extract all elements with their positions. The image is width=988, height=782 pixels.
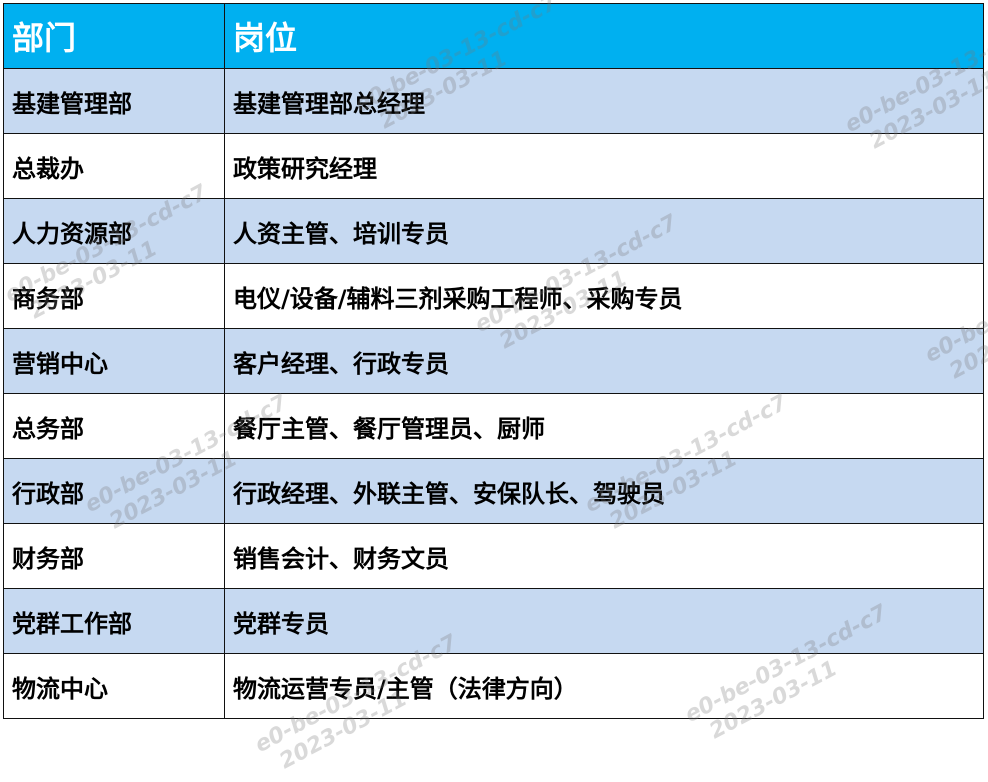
department-cell: 基建管理部: [3, 68, 225, 134]
positions-cell: 人资主管、培训专员: [224, 198, 984, 264]
positions-cell: 党群专员: [224, 588, 984, 654]
positions-cell: 销售会计、财务文员: [224, 523, 984, 589]
department-cell: 人力资源部: [3, 198, 225, 264]
department-cell: 财务部: [3, 523, 225, 589]
positions-cell: 物流运营专员/主管（法律方向）: [224, 653, 984, 719]
header-department: 部门: [3, 3, 225, 69]
department-cell: 总裁办: [3, 133, 225, 199]
department-cell: 总务部: [3, 393, 225, 459]
positions-cell: 行政经理、外联主管、安保队长、驾驶员: [224, 458, 984, 524]
table-row: 总裁办 政策研究经理: [3, 133, 984, 199]
table-row: 总务部 餐厅主管、餐厅管理员、厨师: [3, 393, 984, 459]
department-positions-table: 部门 岗位 基建管理部 基建管理部总经理 总裁办 政策研究经理 人力资源部 人资主管、培训…: [3, 3, 984, 719]
positions-cell: 基建管理部总经理: [224, 68, 984, 134]
header-position: 岗位: [224, 3, 984, 69]
department-cell: 行政部: [3, 458, 225, 524]
table-row: 行政部 行政经理、外联主管、安保队长、驾驶员: [3, 458, 984, 524]
table-row: 物流中心 物流运营专员/主管（法律方向）: [3, 653, 984, 719]
department-cell: 营销中心: [3, 328, 225, 394]
table-row: 基建管理部 基建管理部总经理: [3, 68, 984, 134]
department-cell: 商务部: [3, 263, 225, 329]
table-row: 营销中心 客户经理、行政专员: [3, 328, 984, 394]
positions-cell: 客户经理、行政专员: [224, 328, 984, 394]
table-row: 党群工作部 党群专员: [3, 588, 984, 654]
table-header-row: 部门 岗位: [3, 3, 984, 69]
positions-cell: 电仪/设备/辅料三剂采购工程师、采购专员: [224, 263, 984, 329]
positions-cell: 餐厅主管、餐厅管理员、厨师: [224, 393, 984, 459]
department-cell: 党群工作部: [3, 588, 225, 654]
table-row: 财务部 销售会计、财务文员: [3, 523, 984, 589]
table-row: 商务部 电仪/设备/辅料三剂采购工程师、采购专员: [3, 263, 984, 329]
positions-cell: 政策研究经理: [224, 133, 984, 199]
table-row: 人力资源部 人资主管、培训专员: [3, 198, 984, 264]
department-cell: 物流中心: [3, 653, 225, 719]
